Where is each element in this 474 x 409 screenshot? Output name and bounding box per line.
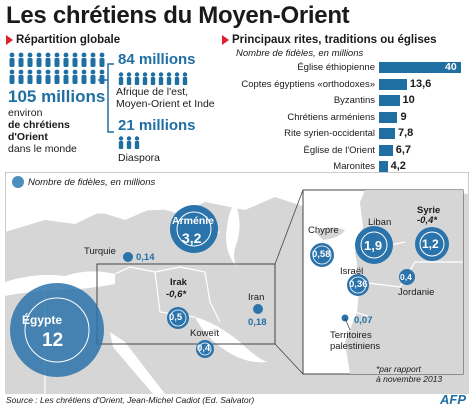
note-syrie: -0,4* <box>417 215 438 226</box>
map-legend: Nombre de fidèles, en millions <box>12 176 155 188</box>
left-heading: Répartition globale <box>6 34 120 46</box>
bubble-koweit <box>196 340 214 358</box>
footnote-1: *par rapport <box>376 364 421 374</box>
value-iran: 0,18 <box>248 317 267 328</box>
bar-label: Église éthiopienne <box>297 62 375 73</box>
right-heading-text: Principaux rites, traditions ou églises <box>232 34 437 46</box>
value-turquie: 0,14 <box>136 252 155 263</box>
bar <box>379 144 393 156</box>
bar <box>379 95 400 106</box>
bubble-legend-icon <box>12 176 24 188</box>
label-liban: Liban <box>368 217 392 228</box>
region-value: 84 millions <box>118 51 196 68</box>
label-egypte: Égypte <box>22 313 63 327</box>
label-territoires: Territoires palestiniens <box>330 330 381 352</box>
bar-label: Maronites <box>333 161 375 172</box>
bar-label: Coptes égyptiens «orthodoxes» <box>241 78 375 90</box>
diaspora-desc: Diaspora <box>118 152 161 164</box>
value-egypte: 12 <box>42 330 64 351</box>
value-israel: 0,36 <box>349 279 368 290</box>
value-koweit: 0,4 <box>197 343 211 354</box>
map-legend-text: Nombre de fidèles, en millions <box>28 176 156 188</box>
page-title: Les chrétiens du Moyen-Orient <box>6 2 350 29</box>
bubble-armenie <box>170 205 218 253</box>
total-desc-3: d'Orient <box>8 131 48 143</box>
bar-value: 4,2 <box>390 160 406 172</box>
region-people-icons <box>118 72 188 85</box>
total-desc-2: de chrétiens <box>8 119 70 131</box>
bar-label: Byzantins <box>333 95 375 106</box>
region-desc-1: Afrique de l'est, <box>116 86 189 98</box>
people-group-icon <box>9 52 105 84</box>
bar <box>379 78 407 90</box>
total-desc-4: dans le monde <box>8 143 77 155</box>
bar-value: 13,6 <box>409 77 432 90</box>
label-turquie: Turquie <box>84 246 116 257</box>
value-chypre: 0,58 <box>312 249 331 260</box>
agency-logo: AFP <box>440 392 466 407</box>
bar-label: Rite syrien-occidental <box>284 128 375 139</box>
bubble-turquie <box>123 252 133 262</box>
value-syrie: 1,2 <box>422 237 439 251</box>
label-jordanie: Jordanie <box>398 287 435 298</box>
label-irak: Irak <box>170 277 187 288</box>
bar-value: 40 <box>445 61 457 73</box>
source-text: Source : Les chrétiens d'Orient, Jean-Mi… <box>6 395 255 405</box>
bar <box>379 128 395 139</box>
bar-label: Chrétiens arméniens <box>287 111 375 123</box>
value-territoires: 0,07 <box>354 315 373 326</box>
bubble-jordanie <box>399 269 415 285</box>
triangle-bullet-icon <box>222 35 229 45</box>
label-chypre: Chypre <box>308 225 339 236</box>
chart-subtitle: Nombre de fidèles, en millions <box>236 48 364 59</box>
right-heading: Principaux rites, traditions ou églises <box>222 34 437 46</box>
bar <box>379 62 461 73</box>
bubble-irak <box>167 307 189 329</box>
label-iran: Iran <box>248 292 265 303</box>
value-jordanie: 0,4 <box>400 272 412 282</box>
bubble-egypte <box>10 283 104 377</box>
note-irak: -0,6* <box>166 289 187 300</box>
bracket-connector <box>98 63 114 133</box>
bar-value: 9 <box>400 110 407 123</box>
label-syrie: Syrie <box>417 205 441 216</box>
label-koweit: Koweït <box>190 328 220 339</box>
total-desc-1: environ <box>8 107 43 119</box>
bubble-chypre <box>310 243 334 267</box>
region-desc-2: Moyen-Orient et Inde <box>116 98 215 110</box>
bar-value: 7,8 <box>397 127 414 139</box>
triangle-bullet-icon <box>6 35 13 45</box>
bar <box>379 111 398 123</box>
bar-value: 10 <box>402 94 415 106</box>
diaspora-people-icons <box>118 136 140 149</box>
bubble-liban <box>355 226 393 264</box>
bubble-iran <box>253 304 263 314</box>
left-heading-text: Répartition globale <box>16 34 121 46</box>
footnote-2: à novembre 2013 <box>376 374 443 384</box>
bar <box>379 161 388 172</box>
total-value: 105 millions <box>8 87 106 106</box>
label-israel: Israël <box>340 266 364 277</box>
diaspora-value: 21 millions <box>118 117 196 134</box>
value-armenie: 3,2 <box>182 230 202 246</box>
value-irak: 0,5 <box>169 312 183 323</box>
bubble-israel <box>347 274 369 296</box>
value-liban: 1,9 <box>364 238 383 253</box>
bar-value: 6,7 <box>395 143 412 156</box>
label-armenie: Arménie <box>172 215 215 227</box>
bubble-syrie <box>415 227 449 261</box>
bar-label: Église de l'Orient <box>303 144 375 156</box>
